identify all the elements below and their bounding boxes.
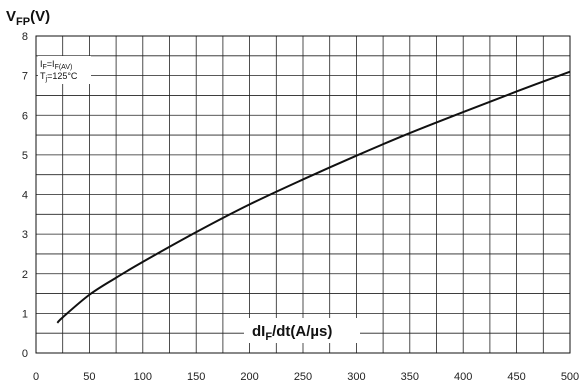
x-tick-label: 250: [294, 371, 312, 383]
condition-current: IF=IF(AV): [40, 59, 72, 71]
y-tick-label: 1: [22, 308, 28, 320]
y-axis-label: VFP(V): [6, 8, 50, 28]
series-line: [56, 70, 571, 324]
series-group: [56, 70, 571, 324]
x-tick-label: 300: [347, 371, 365, 383]
x-tick-label: 350: [401, 371, 419, 383]
y-tick-label: 7: [22, 71, 28, 83]
x-tick-label: 50: [83, 371, 95, 383]
x-tick-label: 150: [187, 371, 205, 383]
grid: [36, 36, 570, 353]
x-tick-label: 450: [507, 371, 525, 383]
y-tick-labels: 0 1 2 3 4 5 6 7 8: [22, 31, 28, 360]
x-tick-labels: 0 50 100 150 200 250 300 350 400 450 500: [33, 371, 579, 383]
y-tick-label: 5: [22, 150, 28, 162]
x-tick-label: 200: [240, 371, 258, 383]
x-axis-label-box: dIF/dt(A/µs): [244, 318, 360, 343]
y-tick-label: 8: [22, 31, 28, 43]
y-tick-label: 3: [22, 229, 28, 241]
x-tick-label: 500: [561, 371, 579, 383]
x-axis-label: dIF/dt(A/µs): [252, 323, 332, 343]
plot-frame: [35, 35, 571, 354]
condition-temperature: Tj=125°C: [40, 71, 78, 83]
conditions-box: IF=IF(AV) Tj=125°C: [38, 56, 91, 84]
x-tick-label: 100: [134, 371, 152, 383]
y-tick-label: 2: [22, 269, 28, 281]
y-tick-label: 6: [22, 110, 28, 122]
x-tick-label: 400: [454, 371, 472, 383]
y-tick-label: 4: [22, 190, 28, 202]
y-tick-label: 0: [22, 348, 28, 360]
x-tick-label: 0: [33, 371, 39, 383]
